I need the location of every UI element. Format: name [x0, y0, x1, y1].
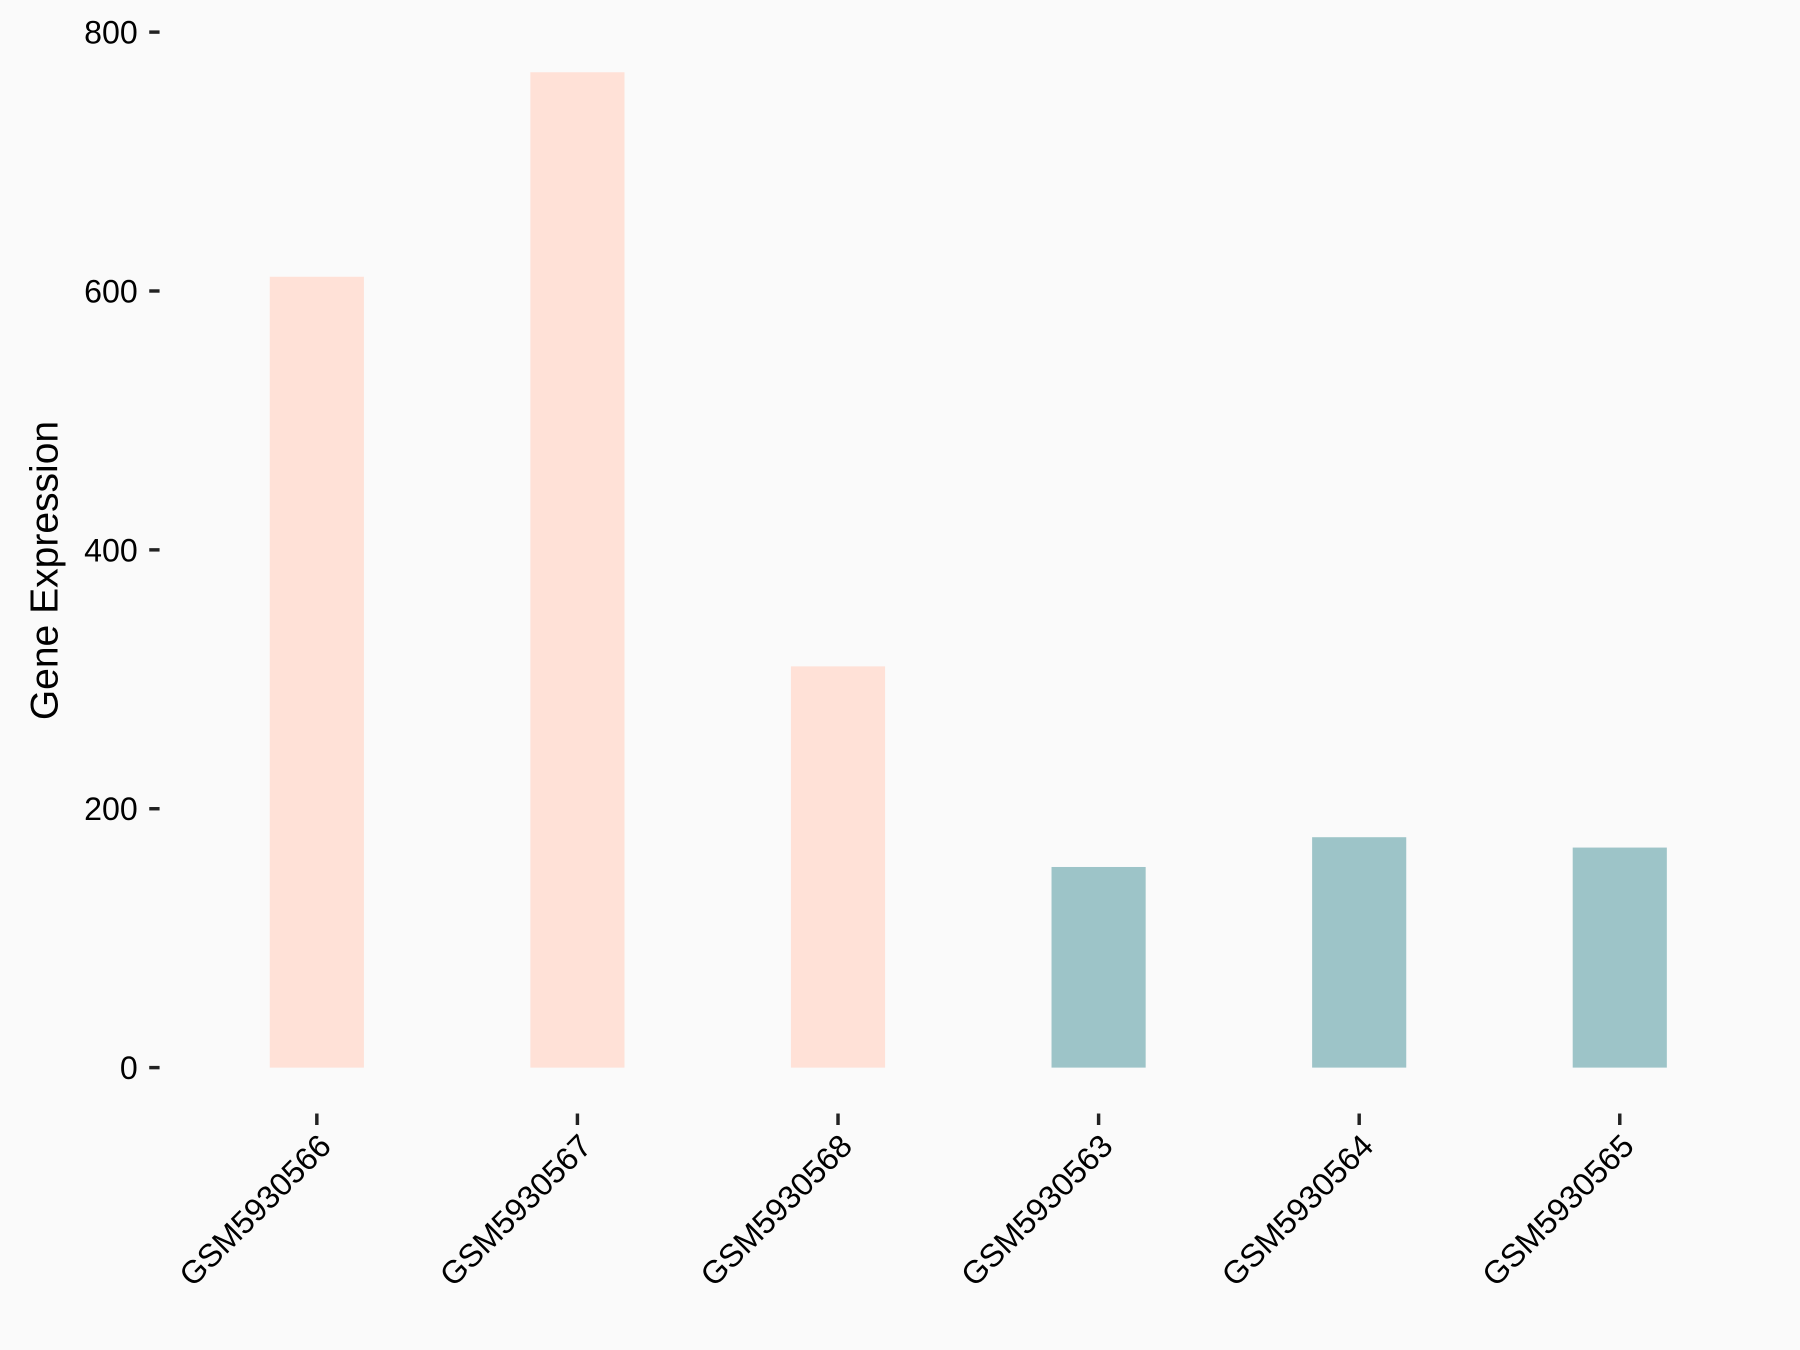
- y-tick-label: 800: [84, 15, 138, 51]
- bar: [530, 72, 625, 1068]
- y-tick-label: 600: [84, 273, 138, 309]
- bar: [1312, 837, 1407, 1068]
- bar: [1572, 847, 1667, 1068]
- bar: [1051, 866, 1146, 1068]
- y-tick-label: 400: [84, 532, 138, 568]
- bar: [790, 666, 886, 1068]
- y-axis-label: Gene Expression: [23, 421, 66, 720]
- y-tick-label: 200: [84, 791, 138, 827]
- bar: [269, 276, 364, 1068]
- y-tick-label: 0: [120, 1050, 138, 1086]
